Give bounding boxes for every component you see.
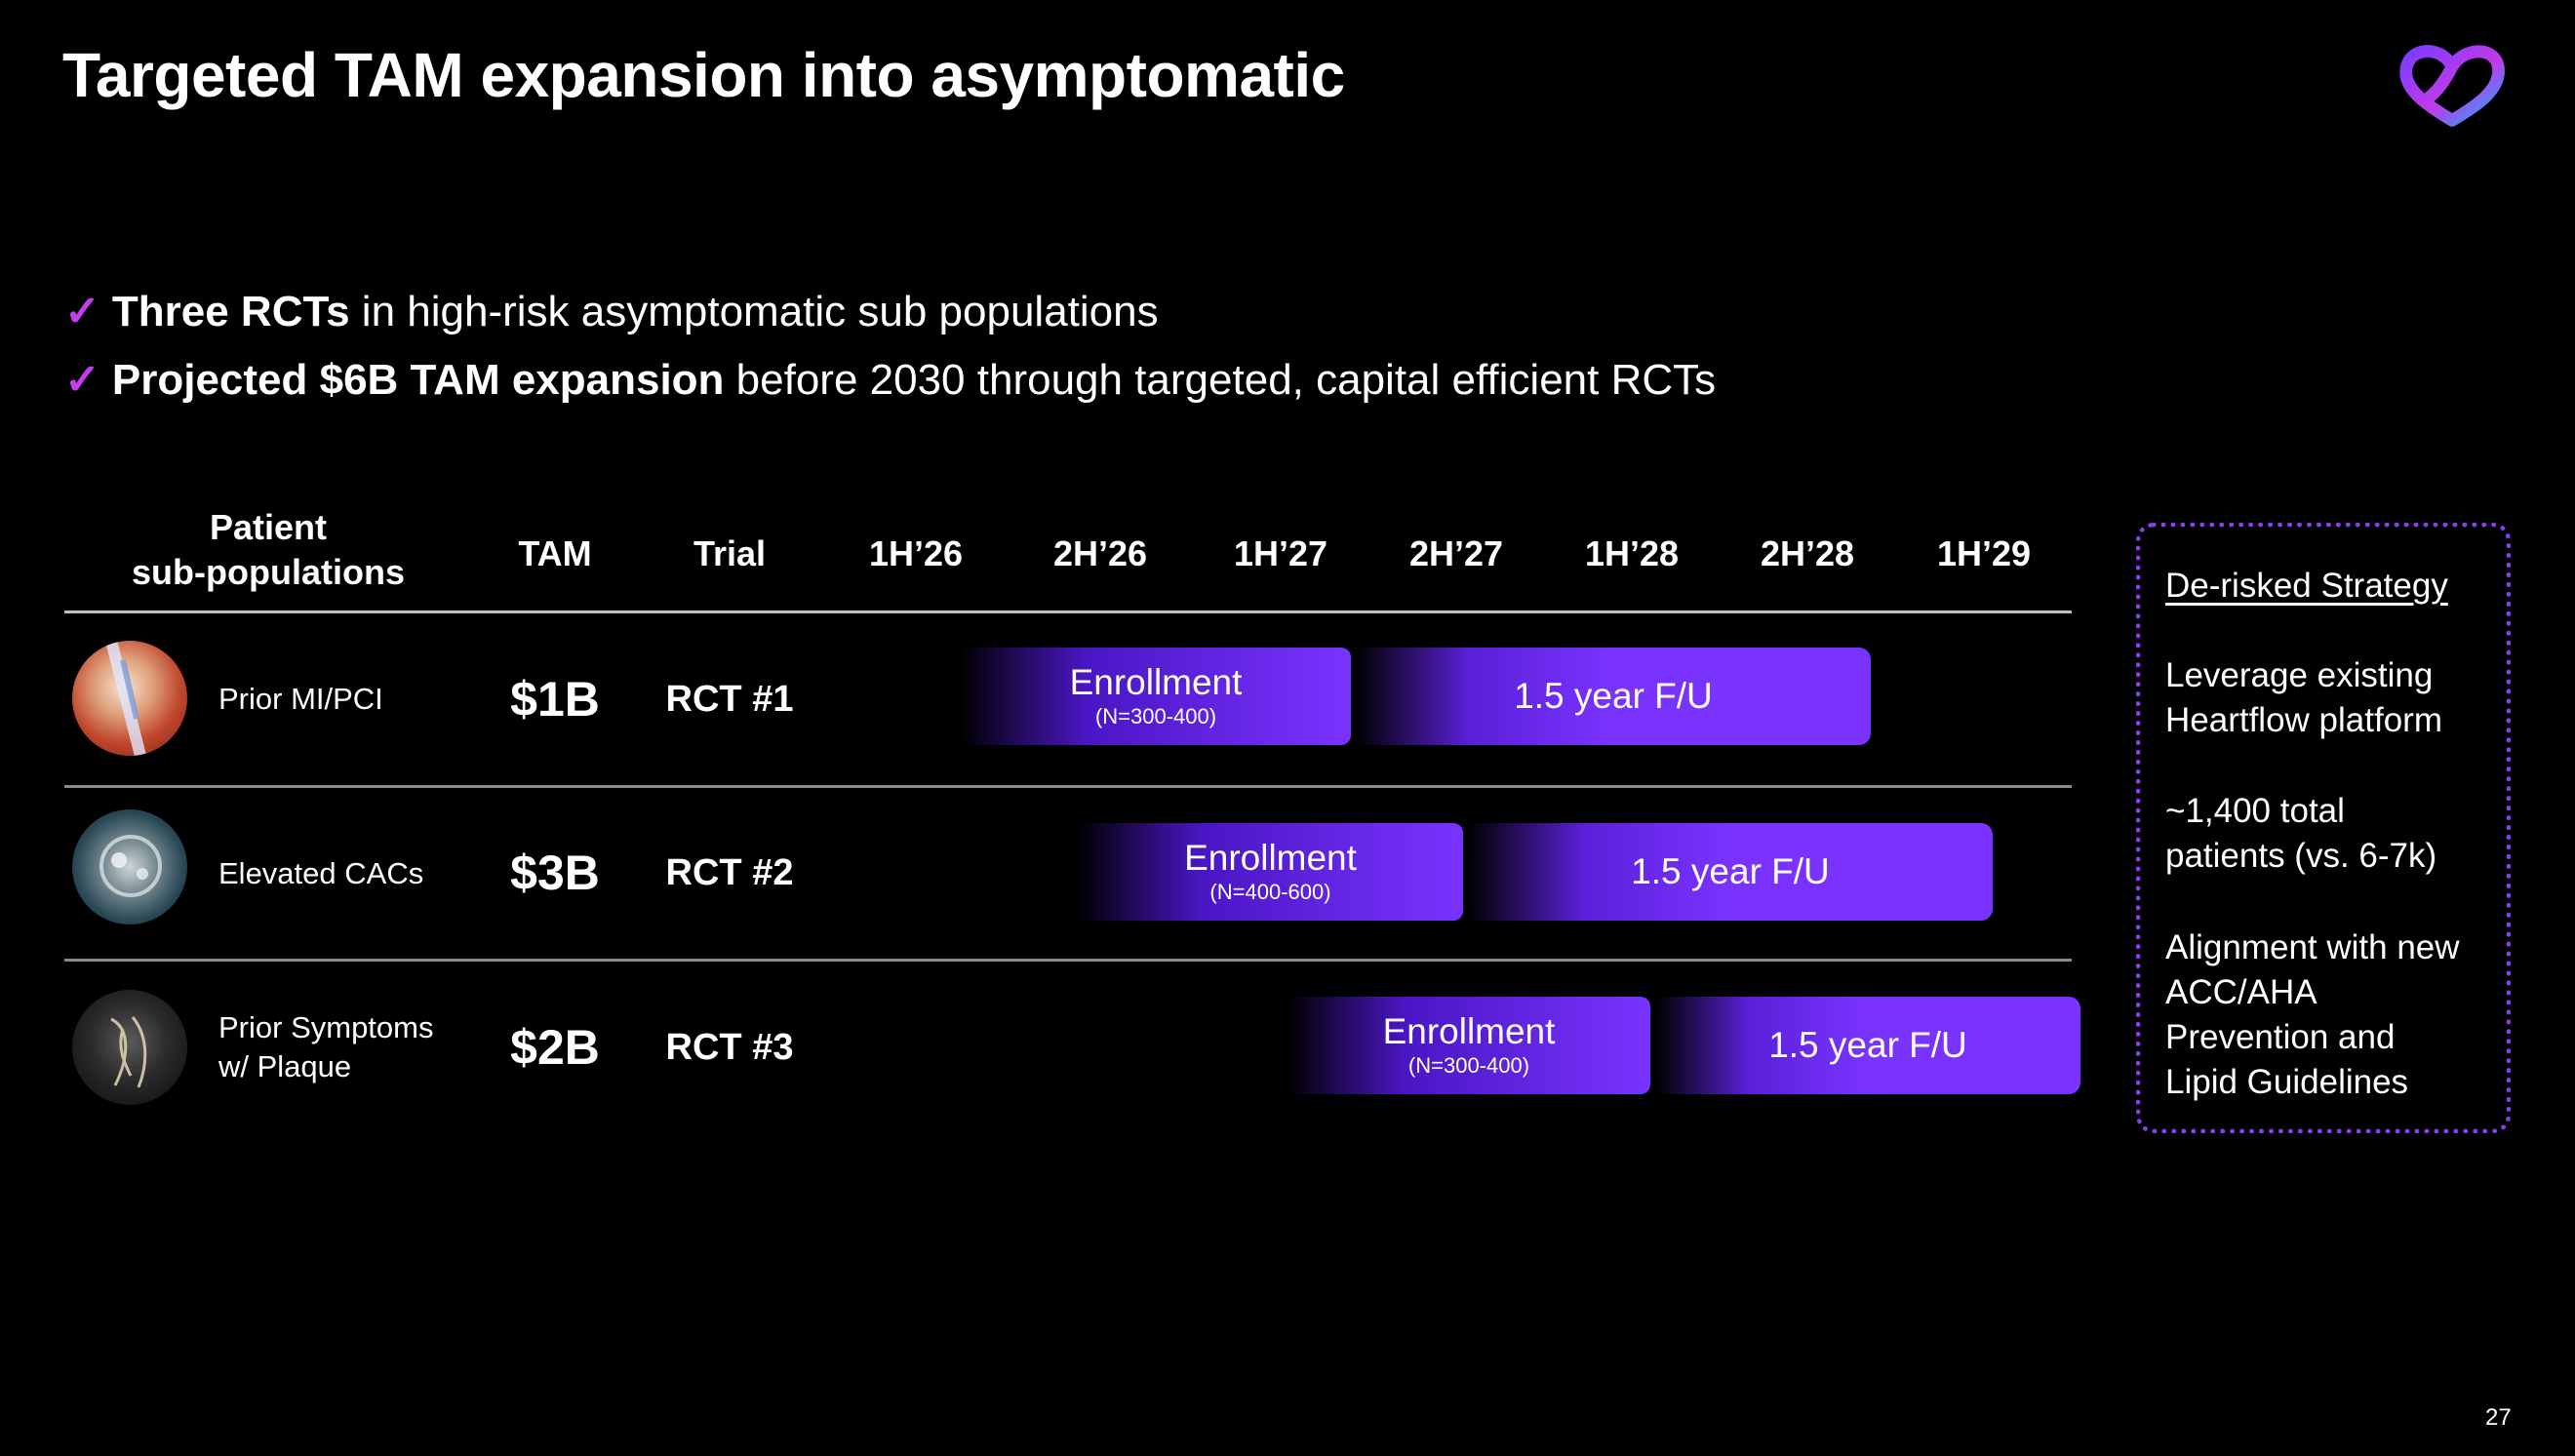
followup-bar: 1.5 year F/U — [1655, 997, 2080, 1094]
tam-value: $1B — [510, 672, 600, 727]
page-number: 27 — [2485, 1404, 2512, 1431]
header-period-2h26: 2H’26 — [1052, 533, 1148, 573]
tam-value: $2B — [510, 1020, 600, 1075]
enrollment-bar: Enrollment (N=300-400) — [961, 648, 1351, 745]
bullet-three-rcts: ✓ Three RCTs in high-risk asymptomatic su… — [64, 288, 1159, 335]
population-prior-mi-pci: Prior MI/PCI — [218, 682, 383, 716]
tam-value: $3B — [510, 846, 600, 900]
population-prior-symptoms: Prior Symptoms w/ Plaque — [218, 1010, 434, 1083]
header-period-1h27: 1H’27 — [1233, 533, 1328, 573]
slide-title: Targeted TAM expansion into asymptomatic — [62, 40, 1345, 110]
header-period-1h28: 1H’28 — [1584, 533, 1680, 573]
checkmark-icon: ✓ — [64, 356, 100, 404]
header-period-2h27: 2H’27 — [1408, 533, 1504, 573]
row-divider — [64, 959, 2072, 962]
header-tam: TAM — [518, 533, 592, 573]
ct-scan-image — [72, 809, 187, 925]
derisked-strategy-box — [2136, 523, 2511, 1133]
trial-label: RCT #3 — [665, 1027, 794, 1068]
header-patient-subpopulations: Patient sub-populations — [132, 507, 405, 592]
heart-plaque-image — [72, 990, 187, 1105]
header-period-1h29: 1H’29 — [1936, 533, 2032, 573]
header-period-1h26: 1H’26 — [868, 533, 964, 573]
enrollment-bar: Enrollment (N=300-400) — [1288, 997, 1650, 1094]
heartflow-logo-icon — [2399, 45, 2505, 127]
bullet-tam-expansion: ✓ Projected $6B TAM expansion before 2030… — [64, 356, 1717, 404]
row-divider — [64, 785, 2072, 788]
followup-bar: 1.5 year F/U — [1356, 648, 1871, 745]
strategy-point-patients: ~1,400 total patients (vs. 6-7k) — [2165, 792, 2437, 875]
header-trial: Trial — [693, 533, 767, 573]
trial-label: RCT #1 — [665, 679, 794, 720]
population-elevated-cacs: Elevated CACs — [218, 856, 424, 890]
stent-artery-image — [72, 641, 187, 756]
followup-bar: 1.5 year F/U — [1468, 823, 1993, 921]
header-period-2h28: 2H’28 — [1760, 533, 1855, 573]
strategy-point-platform: Leverage existing Heartflow platform — [2165, 656, 2442, 739]
strategy-point-guidelines: Alignment with new ACC/AHA Prevention an… — [2165, 928, 2460, 1101]
trial-label: RCT #2 — [665, 852, 794, 893]
table-header-divider — [64, 610, 2072, 613]
derisked-strategy-title: De-risked Strategy — [2165, 567, 2448, 605]
enrollment-bar: Enrollment (N=400-600) — [1078, 823, 1463, 921]
checkmark-icon: ✓ — [64, 288, 100, 335]
